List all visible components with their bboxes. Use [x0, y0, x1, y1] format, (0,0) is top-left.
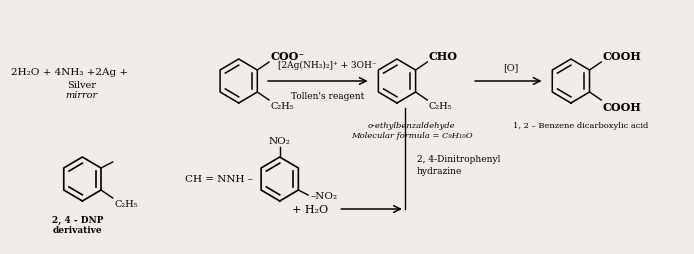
- Text: C₂H₅: C₂H₅: [270, 102, 294, 110]
- Text: COOH: COOH: [602, 51, 641, 62]
- Text: CH = NNH –: CH = NNH –: [185, 175, 253, 184]
- Text: Molecular formula = C₉H₁₀O: Molecular formula = C₉H₁₀O: [351, 132, 473, 139]
- Text: [O]: [O]: [503, 63, 518, 72]
- Text: C₂H₅: C₂H₅: [115, 199, 138, 208]
- Text: Tollen's reagent: Tollen's reagent: [291, 92, 364, 101]
- Text: COOH: COOH: [602, 102, 641, 113]
- Text: o-ethylbenzaldehyde: o-ethylbenzaldehyde: [368, 121, 455, 130]
- Text: CHO: CHO: [428, 51, 457, 62]
- Text: 2, 4-Dinitrophenyl: 2, 4-Dinitrophenyl: [416, 155, 500, 164]
- Text: 1, 2 – Benzene dicarboxylic acid: 1, 2 – Benzene dicarboxylic acid: [513, 121, 648, 130]
- Text: NO₂: NO₂: [269, 136, 291, 146]
- Text: mirror: mirror: [65, 90, 97, 99]
- Text: + H₂O: + H₂O: [292, 204, 328, 214]
- Text: [2Ag(NH₃)₂]⁺ + 3OH⁻: [2Ag(NH₃)₂]⁺ + 3OH⁻: [278, 61, 377, 70]
- Text: 2, 4 - DNP: 2, 4 - DNP: [52, 215, 103, 224]
- Text: 2H₂O + 4NH₃ +2Ag +: 2H₂O + 4NH₃ +2Ag +: [11, 67, 128, 76]
- Text: derivative: derivative: [53, 225, 102, 234]
- Text: C₂H₅: C₂H₅: [428, 102, 452, 110]
- Text: hydrazine: hydrazine: [416, 167, 462, 176]
- Text: COO⁻: COO⁻: [270, 51, 304, 62]
- Text: –NO₂: –NO₂: [310, 192, 337, 201]
- Text: Silver: Silver: [67, 80, 96, 89]
